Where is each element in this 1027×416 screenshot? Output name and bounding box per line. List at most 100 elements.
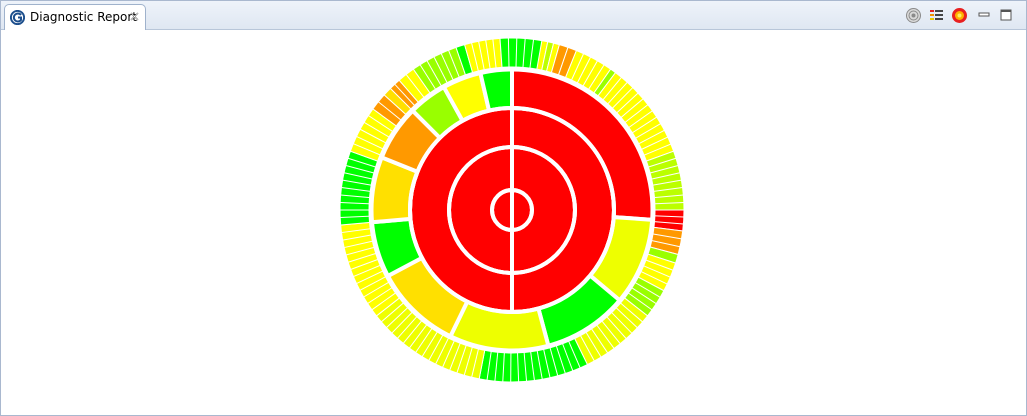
sunburst-leaf-divider <box>386 306 410 328</box>
sunburst-leaf-divider <box>426 60 443 88</box>
sunburst-leaf-divider <box>623 104 649 125</box>
sunburst-leaf-divider <box>587 64 605 92</box>
sunburst-leaf-divider <box>347 252 378 263</box>
sunburst-leaf-divider <box>340 194 372 199</box>
close-icon[interactable] <box>129 11 140 22</box>
sunburst-leaf-divider <box>448 49 461 80</box>
sunburst-leaf-divider <box>471 346 480 378</box>
sunburst-leaf-divider <box>359 275 388 291</box>
sunburst-leaf-divider <box>615 92 639 115</box>
sunburst-leaf-divider <box>343 172 375 180</box>
sunburst-leaf-divider <box>536 348 543 380</box>
sunburst-leaf-divider <box>419 64 438 92</box>
sunburst-leaf-divider <box>405 74 426 100</box>
sunburst-leaf-divider <box>646 157 677 169</box>
fire-gear-icon[interactable] <box>951 7 968 24</box>
minimize-icon[interactable] <box>976 7 993 24</box>
sunburst-leaf-divider <box>561 341 574 372</box>
sunburst-leaf-divider <box>529 349 535 381</box>
sunburst-leaf-divider <box>567 339 581 369</box>
sunburst-leaf-divider <box>494 350 499 382</box>
sunburst-leaf-divider <box>433 56 449 85</box>
sunburst-leaf-divider <box>626 291 653 311</box>
tab-label: Diagnostic Report <box>30 10 137 24</box>
sunburst-leaf-divider <box>584 330 602 358</box>
sunburst-leaf-divider <box>421 329 439 357</box>
sunburst-leaf-divider <box>522 38 526 70</box>
sunburst-leaf-divider <box>402 318 424 344</box>
sunburst-leaf-divider <box>515 38 518 70</box>
sunburst-leaf-divider <box>643 258 674 271</box>
sunburst-leaf-divider <box>356 269 385 284</box>
sunburst-leaf-divider <box>363 280 391 298</box>
sunburst-leaf-divider <box>356 135 385 151</box>
sunburst-leaf-divider <box>650 179 682 187</box>
sunburst-leaf-divider <box>359 128 388 145</box>
maximize-icon[interactable] <box>998 7 1015 24</box>
sunburst-leaf-divider <box>542 347 551 378</box>
sunburst-leaf-divider <box>614 306 638 329</box>
view-tab-bar: Diagnostic Report <box>1 1 1026 30</box>
sunburst-leaf-divider <box>636 129 665 146</box>
sunburst-leaf-divider <box>440 53 455 82</box>
sunburst-leaf-divider <box>353 264 383 278</box>
chart-legend-icon[interactable] <box>928 7 945 24</box>
sunburst-leaf-divider <box>652 220 684 225</box>
sunburst-leaf-divider <box>428 333 445 361</box>
sunburst-leaf-divider <box>652 215 684 218</box>
sunburst-leaf-divider <box>442 338 456 368</box>
sunburst-leaf-divider <box>652 201 684 205</box>
sunburst-leaf-divider <box>618 301 643 323</box>
sunburst-leaf-divider <box>478 41 486 72</box>
sunburst-leaf-divider <box>368 115 395 133</box>
sunburst-leaf-divider <box>345 165 376 174</box>
sunburst-leaf-divider <box>378 101 403 122</box>
sunburst-leaf-divider <box>626 110 653 130</box>
sunburst-leaf-divider <box>630 116 658 135</box>
sunburst-leaf-divider <box>342 234 374 241</box>
chart-viewport <box>1 30 1026 415</box>
sunburst-leaf-divider <box>590 326 609 354</box>
sunburst-leaf-divider <box>595 323 615 349</box>
sunburst-leaf-divider <box>633 123 661 140</box>
sunburst-leaf-divider <box>651 187 683 193</box>
sunburst-leaf-divider <box>391 310 414 334</box>
sunburst-leaf-divider <box>610 87 634 110</box>
sunburst-leaf-divider <box>633 281 661 298</box>
sunburst-leaf-divider <box>415 326 434 353</box>
sunburst-leaf-divider <box>344 240 375 249</box>
sunburst-leaf-divider <box>581 60 598 88</box>
sunburst-leaf-divider <box>367 286 394 304</box>
sunburst-leaf-divider <box>641 264 671 278</box>
sunburst-leaf-divider <box>485 39 491 71</box>
sunburst-leaf-divider <box>486 349 493 381</box>
sunburst-leaf-divider <box>471 42 480 74</box>
diagnostic-report-icon <box>10 10 25 25</box>
sunburst-leaf-divider <box>606 81 628 106</box>
sunburst-leaf-divider <box>652 194 684 199</box>
sunburst-leaf-divider <box>341 228 373 234</box>
sunburst-leaf-divider <box>549 345 559 376</box>
sunburst-leaf-divider <box>345 246 377 256</box>
sunburst-leaf-divider <box>342 179 374 187</box>
sunburst-leaf-divider <box>605 315 627 339</box>
sunburst-leaf-divider <box>492 39 497 70</box>
sunburst-leaf-divider <box>649 239 681 248</box>
sunburst-leaf-divider <box>523 350 528 382</box>
sunburst-leaf-divider <box>529 39 535 71</box>
sunburst-leaf-divider <box>600 319 621 344</box>
sunburst-leaf-divider <box>576 56 592 85</box>
sunburst-leaf-divider <box>619 98 644 120</box>
sunburst-segment-l5-28[interactable] <box>499 37 543 72</box>
sunburst-leaf-divider <box>648 165 679 174</box>
tab-diagnostic-report[interactable]: Diagnostic Report <box>4 4 146 30</box>
sunburst-leaf-divider <box>435 336 450 365</box>
sunburst-leaf-divider <box>340 215 372 219</box>
sunburst-leaf-divider <box>570 53 585 83</box>
sunburst-leaf-divider <box>516 350 520 382</box>
sunburst-leaf-divider <box>650 233 682 240</box>
sunburst-leaf-divider <box>642 143 672 157</box>
sunburst-leaf-divider <box>507 38 510 70</box>
radar-icon[interactable] <box>905 7 922 24</box>
